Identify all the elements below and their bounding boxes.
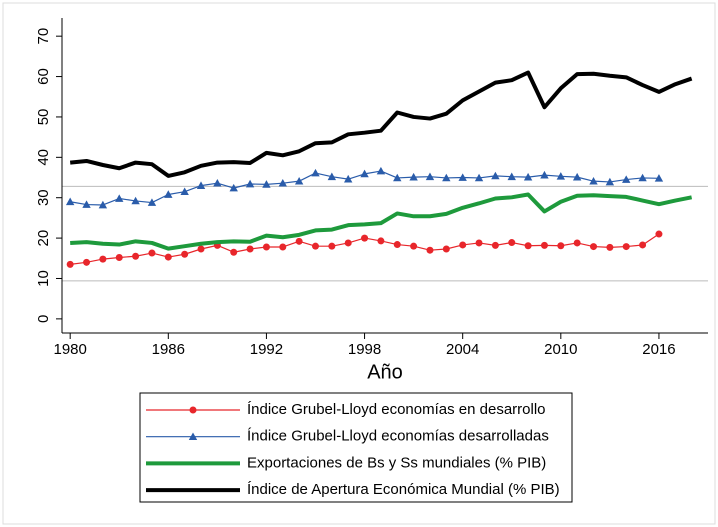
- point: [360, 169, 369, 178]
- point: [572, 172, 582, 181]
- legend-marker: [189, 406, 197, 414]
- point: [197, 245, 205, 253]
- point: [540, 170, 549, 179]
- point: [622, 175, 631, 183]
- x-tick-label: 2010: [544, 341, 577, 358]
- point: [181, 250, 189, 258]
- y-tick-label: 70: [35, 28, 52, 45]
- point: [262, 180, 271, 188]
- point: [491, 241, 499, 249]
- point: [507, 172, 516, 181]
- legend-label: Índice Grubel-Lloyd economías desarrolla…: [247, 428, 549, 445]
- point: [605, 177, 615, 186]
- point: [474, 173, 484, 182]
- point: [311, 168, 320, 177]
- point: [377, 237, 385, 245]
- series-line: [69, 70, 693, 178]
- point: [523, 172, 533, 181]
- point: [556, 172, 566, 180]
- point: [459, 241, 467, 249]
- legend-label: Índice Grubel-Lloyd economías en desarro…: [247, 401, 546, 418]
- y-tick-label: 40: [35, 149, 52, 166]
- point: [638, 173, 647, 182]
- point: [65, 197, 75, 206]
- point: [115, 253, 123, 261]
- point: [426, 246, 434, 254]
- point: [99, 255, 107, 263]
- point: [164, 190, 173, 198]
- y-tick-label: 10: [35, 270, 52, 287]
- point: [475, 239, 483, 247]
- point: [344, 239, 352, 247]
- point: [213, 178, 222, 187]
- point: [589, 176, 598, 185]
- y-tick-label: 30: [35, 189, 52, 206]
- point: [132, 252, 140, 260]
- legend: [139, 392, 573, 503]
- point: [164, 253, 172, 261]
- point: [442, 173, 451, 182]
- point: [311, 242, 319, 250]
- point: [295, 237, 303, 245]
- x-axis-label: Año: [367, 361, 403, 383]
- point: [83, 258, 91, 266]
- point: [66, 260, 74, 268]
- y-tick-label: 20: [35, 230, 52, 247]
- point: [606, 243, 614, 251]
- point: [376, 166, 386, 175]
- point: [410, 242, 418, 250]
- point: [458, 173, 467, 181]
- x-tick-label: 2004: [446, 341, 479, 358]
- series-line: [70, 192, 693, 251]
- point: [393, 173, 402, 182]
- point: [361, 234, 369, 242]
- point: [655, 230, 663, 238]
- legend-label: Exportaciones de Bs y Ss mundiales (% PI…: [247, 454, 546, 471]
- point: [180, 187, 189, 196]
- point: [327, 172, 337, 181]
- x-tick-label: 2016: [642, 341, 675, 358]
- point: [409, 172, 418, 181]
- point: [654, 174, 664, 182]
- point: [279, 243, 287, 251]
- point: [82, 200, 91, 208]
- point: [147, 198, 157, 206]
- x-tick-label: 1986: [152, 341, 185, 358]
- point: [491, 171, 500, 180]
- legend-marker: [188, 432, 198, 441]
- point: [557, 242, 565, 250]
- point: [393, 241, 401, 249]
- point: [294, 176, 304, 185]
- point: [131, 196, 140, 205]
- point: [622, 243, 630, 251]
- y-tick-label: 0: [35, 315, 52, 323]
- point: [148, 249, 156, 257]
- point: [590, 243, 598, 251]
- point: [328, 242, 336, 250]
- point: [245, 179, 255, 188]
- point: [540, 241, 548, 249]
- point: [278, 178, 287, 187]
- point: [246, 245, 254, 253]
- point: [442, 245, 450, 253]
- y-tick-label: 50: [35, 109, 52, 126]
- point: [639, 241, 647, 249]
- legend-label: Índice de Apertura Económica Mundial (% …: [247, 481, 560, 498]
- point: [524, 242, 532, 250]
- y-tick-label: 60: [35, 68, 52, 85]
- point: [508, 239, 516, 247]
- x-tick-label: 1980: [53, 341, 86, 358]
- point: [98, 200, 108, 209]
- point: [344, 174, 353, 183]
- x-tick-label: 1998: [348, 341, 381, 358]
- point: [425, 172, 435, 181]
- point: [229, 183, 238, 192]
- point: [196, 181, 206, 189]
- point: [262, 243, 270, 251]
- point: [230, 248, 238, 256]
- x-tick-label: 1992: [250, 341, 283, 358]
- point: [573, 239, 581, 247]
- point: [115, 194, 124, 202]
